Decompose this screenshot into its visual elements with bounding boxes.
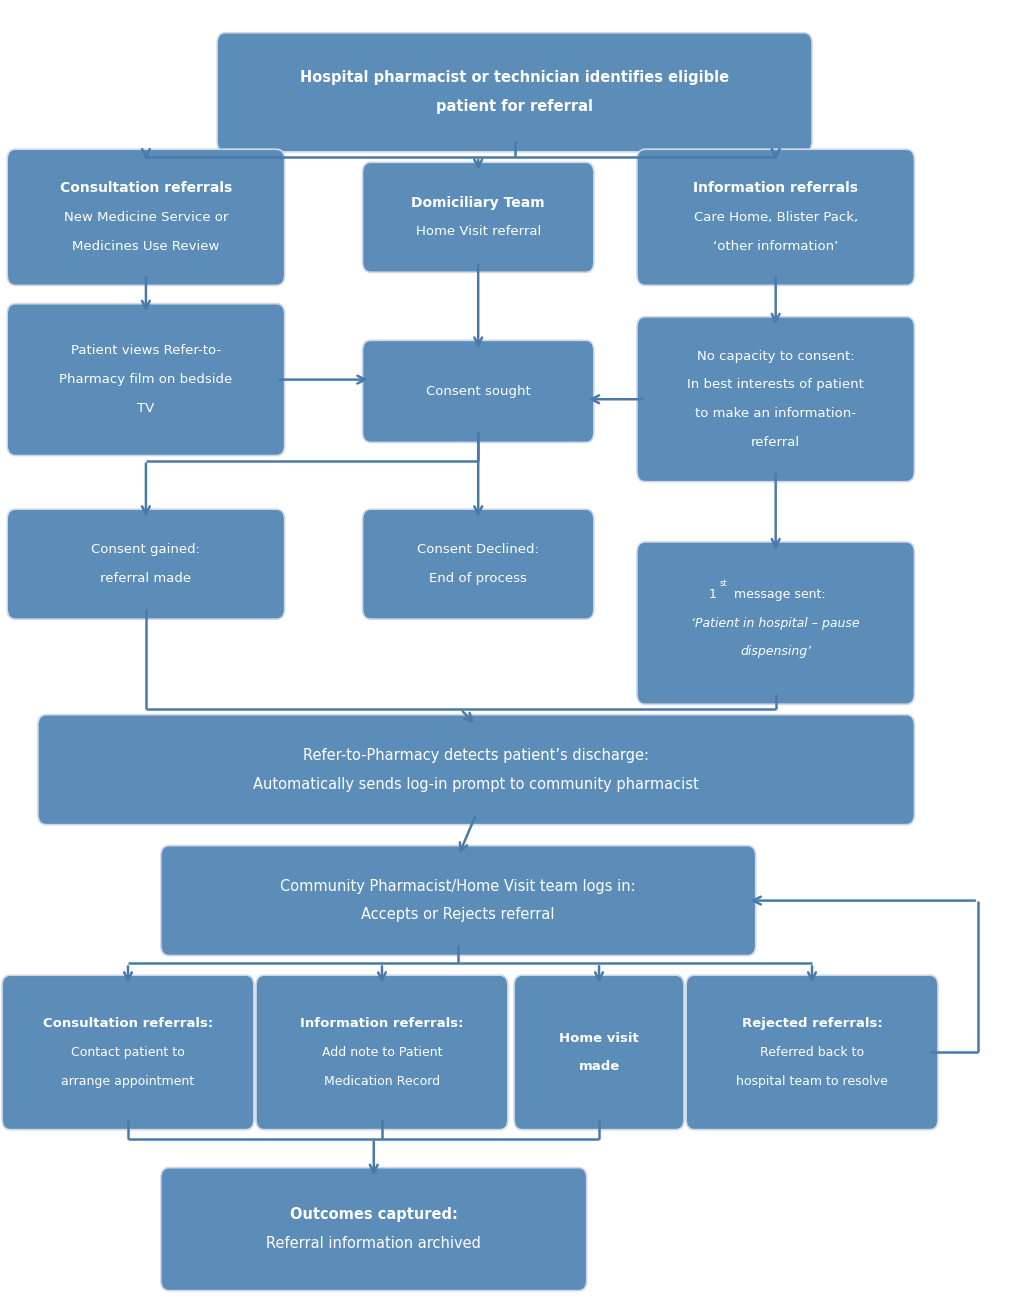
- Text: Consent Declined:: Consent Declined:: [417, 543, 540, 556]
- FancyBboxPatch shape: [161, 846, 756, 956]
- Text: Add note to Patient: Add note to Patient: [322, 1046, 442, 1059]
- Text: referral: referral: [752, 436, 800, 449]
- Text: Pharmacy film on bedside: Pharmacy film on bedside: [59, 373, 232, 386]
- Text: Information referrals: Information referrals: [693, 182, 858, 195]
- Text: Information referrals:: Information referrals:: [300, 1017, 464, 1030]
- FancyBboxPatch shape: [2, 975, 254, 1130]
- Text: Consent gained:: Consent gained:: [91, 543, 201, 556]
- FancyBboxPatch shape: [637, 149, 914, 285]
- Text: Consent sought: Consent sought: [426, 385, 530, 398]
- Text: to make an information-: to make an information-: [695, 407, 856, 420]
- FancyBboxPatch shape: [7, 149, 285, 285]
- Text: No capacity to consent:: No capacity to consent:: [697, 350, 854, 363]
- Text: Referral information archived: Referral information archived: [266, 1236, 481, 1251]
- Text: Home Visit referral: Home Visit referral: [416, 225, 541, 238]
- Text: dispensing’: dispensing’: [740, 645, 811, 658]
- Text: referral made: referral made: [100, 572, 191, 585]
- Text: arrange appointment: arrange appointment: [61, 1075, 195, 1088]
- Text: hospital team to resolve: hospital team to resolve: [736, 1075, 888, 1088]
- Text: st: st: [719, 580, 727, 588]
- FancyBboxPatch shape: [256, 975, 508, 1130]
- Text: Contact patient to: Contact patient to: [71, 1046, 185, 1059]
- FancyBboxPatch shape: [38, 715, 914, 825]
- Text: Medicines Use Review: Medicines Use Review: [73, 240, 219, 253]
- Text: Consultation referrals: Consultation referrals: [59, 182, 232, 195]
- FancyBboxPatch shape: [161, 1168, 587, 1291]
- Text: TV: TV: [137, 402, 155, 415]
- Text: 1: 1: [710, 588, 717, 601]
- Text: message sent:: message sent:: [729, 588, 825, 601]
- Text: Patient views Refer-to-: Patient views Refer-to-: [71, 344, 221, 357]
- FancyBboxPatch shape: [362, 340, 594, 442]
- FancyBboxPatch shape: [362, 162, 594, 272]
- Text: Consultation referrals:: Consultation referrals:: [43, 1017, 213, 1030]
- Text: Hospital pharmacist or technician identifies eligible: Hospital pharmacist or technician identi…: [300, 71, 729, 85]
- Text: Care Home, Blister Pack,: Care Home, Blister Pack,: [693, 211, 858, 224]
- Text: ‘Patient in hospital – pause: ‘Patient in hospital – pause: [691, 617, 860, 630]
- Text: Home visit: Home visit: [559, 1031, 639, 1045]
- FancyBboxPatch shape: [217, 33, 812, 152]
- FancyBboxPatch shape: [686, 975, 938, 1130]
- Text: patient for referral: patient for referral: [436, 99, 593, 114]
- Text: Medication Record: Medication Record: [324, 1075, 440, 1088]
- FancyBboxPatch shape: [514, 975, 684, 1130]
- Text: Domiciliary Team: Domiciliary Team: [412, 196, 545, 209]
- FancyBboxPatch shape: [7, 509, 285, 619]
- Text: End of process: End of process: [429, 572, 527, 585]
- Text: In best interests of patient: In best interests of patient: [687, 378, 864, 391]
- FancyBboxPatch shape: [362, 509, 594, 619]
- Text: made: made: [579, 1060, 620, 1073]
- Text: ‘other information’: ‘other information’: [713, 240, 839, 253]
- Text: Community Pharmacist/Home Visit team logs in:: Community Pharmacist/Home Visit team log…: [281, 878, 636, 894]
- FancyBboxPatch shape: [637, 317, 914, 482]
- Text: Automatically sends log-in prompt to community pharmacist: Automatically sends log-in prompt to com…: [253, 776, 699, 792]
- Text: Outcomes captured:: Outcomes captured:: [290, 1207, 458, 1223]
- FancyBboxPatch shape: [637, 542, 914, 704]
- FancyBboxPatch shape: [7, 304, 285, 456]
- Text: Accepts or Rejects referral: Accepts or Rejects referral: [361, 907, 555, 923]
- Text: Refer-to-Pharmacy detects patient’s discharge:: Refer-to-Pharmacy detects patient’s disc…: [303, 747, 649, 763]
- Text: Rejected referrals:: Rejected referrals:: [741, 1017, 883, 1030]
- Text: Referred back to: Referred back to: [760, 1046, 864, 1059]
- Text: New Medicine Service or: New Medicine Service or: [63, 211, 228, 224]
